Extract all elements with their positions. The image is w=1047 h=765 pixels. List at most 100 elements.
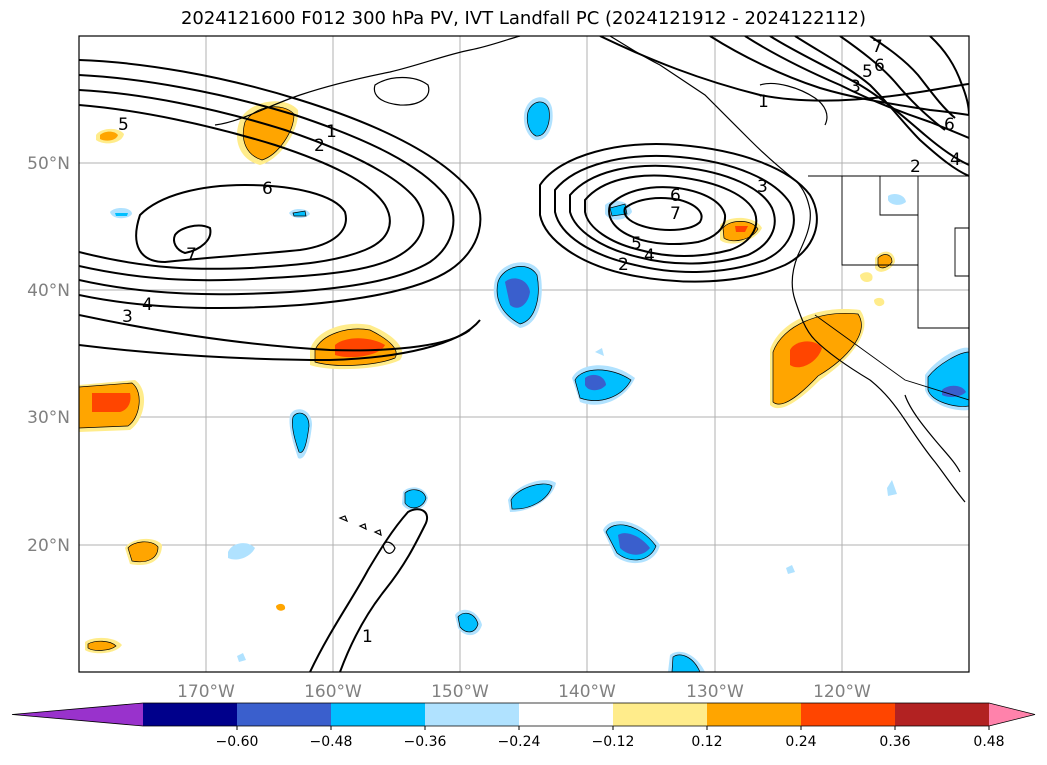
contour-label-3b: 3 bbox=[757, 177, 768, 197]
contour-label-7c: 7 bbox=[872, 37, 883, 57]
pv-contour-ne-6 bbox=[839, 36, 946, 131]
contour-label-6c: 6 bbox=[874, 56, 885, 76]
map-content: 1 2 6 7 4 3 5 6 7 5 4 2 3 1 3 5 6 7 2 4 … bbox=[79, 36, 969, 672]
lon-label-140w: 140°W bbox=[558, 682, 616, 702]
lat-label-30n: 30°N bbox=[27, 408, 70, 428]
colorbar-extend-high bbox=[989, 703, 1035, 726]
pv-contour-east-4 bbox=[569, 164, 776, 265]
contour-label-7b: 7 bbox=[670, 204, 681, 224]
pv-contour-hawaii bbox=[309, 508, 428, 672]
map-title: 2024121600 F012 300 hPa PV, IVT Landfall… bbox=[180, 8, 867, 29]
colorbar-box bbox=[801, 703, 896, 726]
pv-contour-west-3 bbox=[79, 89, 425, 282]
pv-contour-ne-7 bbox=[869, 36, 956, 119]
colorbar-tick-label: −0.48 bbox=[310, 734, 353, 750]
ivt-blob-aleutian-small bbox=[96, 128, 124, 144]
pv-contour-west-outer bbox=[79, 314, 471, 352]
ivt-neg-145w-53n bbox=[523, 97, 553, 141]
coastline-aleutians bbox=[214, 36, 521, 126]
pv-contour-east-2 bbox=[539, 143, 818, 283]
ivt-neg-152w-24n bbox=[402, 487, 428, 511]
colorbar-box bbox=[425, 703, 520, 726]
colorbar-tick-label: 0.36 bbox=[879, 734, 910, 750]
colorbar-tick-label: −0.36 bbox=[404, 734, 447, 750]
pv-contour-east-7 bbox=[623, 197, 703, 231]
contour-label-6b: 6 bbox=[670, 186, 681, 206]
pv-contour-ne-5 bbox=[794, 36, 969, 177]
colorbar-outline bbox=[11, 702, 1036, 727]
colorbar-tick-label: −0.12 bbox=[592, 734, 635, 750]
lat-label-20n: 20°N bbox=[27, 536, 70, 556]
contour-label-4b: 4 bbox=[644, 246, 655, 266]
border-state-a bbox=[841, 176, 918, 266]
contour-label-6d: 6 bbox=[944, 115, 955, 135]
coastline-hawaii bbox=[338, 515, 396, 554]
ivt-neg-150w-14n bbox=[455, 609, 482, 636]
ivt-neg-135w-20n bbox=[603, 521, 660, 564]
contour-label-1a: 1 bbox=[326, 122, 337, 142]
map-frame bbox=[78, 35, 970, 673]
pv-contour-east-6 bbox=[608, 186, 727, 246]
ivt-neg-west-edge bbox=[925, 347, 969, 411]
colorbar-box bbox=[331, 703, 426, 726]
contour-label-4c: 4 bbox=[950, 150, 961, 170]
colorbar-tick-label: 0.48 bbox=[973, 734, 1004, 750]
lon-label-170w: 170°W bbox=[177, 682, 235, 702]
pv-contours bbox=[79, 36, 969, 672]
lon-tick-labels: 170°W 160°W 150°W 140°W 130°W 120°W bbox=[177, 682, 871, 702]
border-state-c bbox=[879, 176, 918, 216]
colorbar: −0.60 −0.48 −0.36 −0.24 −0.12 0.12 0.24 0.36 0.4… bbox=[11, 702, 1036, 750]
ivt-neg-145w-40n bbox=[493, 262, 542, 328]
pv-contour-east-5 bbox=[584, 174, 758, 257]
colorbar-tick-label: −0.24 bbox=[498, 734, 541, 750]
colorbar-tick-label: 0.24 bbox=[785, 734, 816, 750]
pv-contour-west-outer-2 bbox=[79, 319, 481, 362]
lat-label-40n: 40°N bbox=[27, 281, 70, 301]
pv-contour-west-6 bbox=[135, 183, 347, 264]
pv-contour-ne-1 bbox=[599, 36, 969, 102]
border-state-b bbox=[917, 176, 969, 329]
pv-contour-ne-3 bbox=[744, 36, 969, 139]
pv-contour-west-2 bbox=[79, 74, 455, 296]
contour-label-6a: 6 bbox=[262, 179, 273, 199]
lon-label-150w: 150°W bbox=[431, 682, 489, 702]
ivt-neg-140w-32n bbox=[572, 348, 635, 405]
contour-label-2c: 2 bbox=[910, 157, 921, 177]
border-us-mexico bbox=[814, 314, 969, 401]
ivt-blob-180-30n bbox=[79, 380, 145, 432]
coastline-alaska-island bbox=[373, 76, 430, 106]
colorbar-box bbox=[143, 703, 238, 726]
contour-label-5b: 5 bbox=[631, 234, 642, 254]
ivt-blob-tiny-166w bbox=[276, 603, 286, 611]
contour-label-1b: 1 bbox=[758, 92, 769, 112]
pv-contour-west-7 bbox=[173, 224, 212, 255]
contour-label-3c: 3 bbox=[850, 77, 861, 97]
pv-contour-west-4 bbox=[79, 104, 391, 270]
contour-label-5a: 5 bbox=[118, 115, 129, 135]
contour-labels: 1 2 6 7 4 3 5 6 7 5 4 2 3 1 3 5 6 7 2 4 … bbox=[118, 37, 961, 647]
border-state-d bbox=[954, 227, 969, 277]
ivt-blob-170w-20n bbox=[125, 538, 162, 566]
colorbar-extend-low bbox=[12, 703, 143, 726]
ivt-neg-smalls bbox=[110, 194, 906, 672]
lon-label-160w: 160°W bbox=[304, 682, 362, 702]
contour-label-2b: 2 bbox=[618, 255, 629, 275]
ivt-blob-128w-44n bbox=[720, 217, 762, 244]
contour-label-4a: 4 bbox=[142, 295, 153, 315]
contour-label-5c: 5 bbox=[862, 62, 873, 82]
colorbar-box bbox=[519, 703, 614, 726]
colorbar-box bbox=[613, 703, 708, 726]
coastline-coast-range bbox=[759, 82, 828, 126]
colorbar-box bbox=[895, 703, 990, 726]
colorbar-tick-label: 0.12 bbox=[691, 734, 722, 750]
coastline-us-west bbox=[791, 209, 966, 503]
contour-label-7a: 7 bbox=[186, 245, 197, 265]
colorbar-box bbox=[707, 703, 802, 726]
colorbar-tick-label: −0.60 bbox=[216, 734, 259, 750]
contour-label-1c: 1 bbox=[362, 627, 373, 647]
lat-label-50n: 50°N bbox=[27, 154, 70, 174]
political-boundaries bbox=[808, 175, 969, 401]
ivt-neg-158w-30n bbox=[289, 409, 312, 459]
lat-tick-labels: 50°N 40°N 30°N 20°N bbox=[27, 154, 70, 556]
